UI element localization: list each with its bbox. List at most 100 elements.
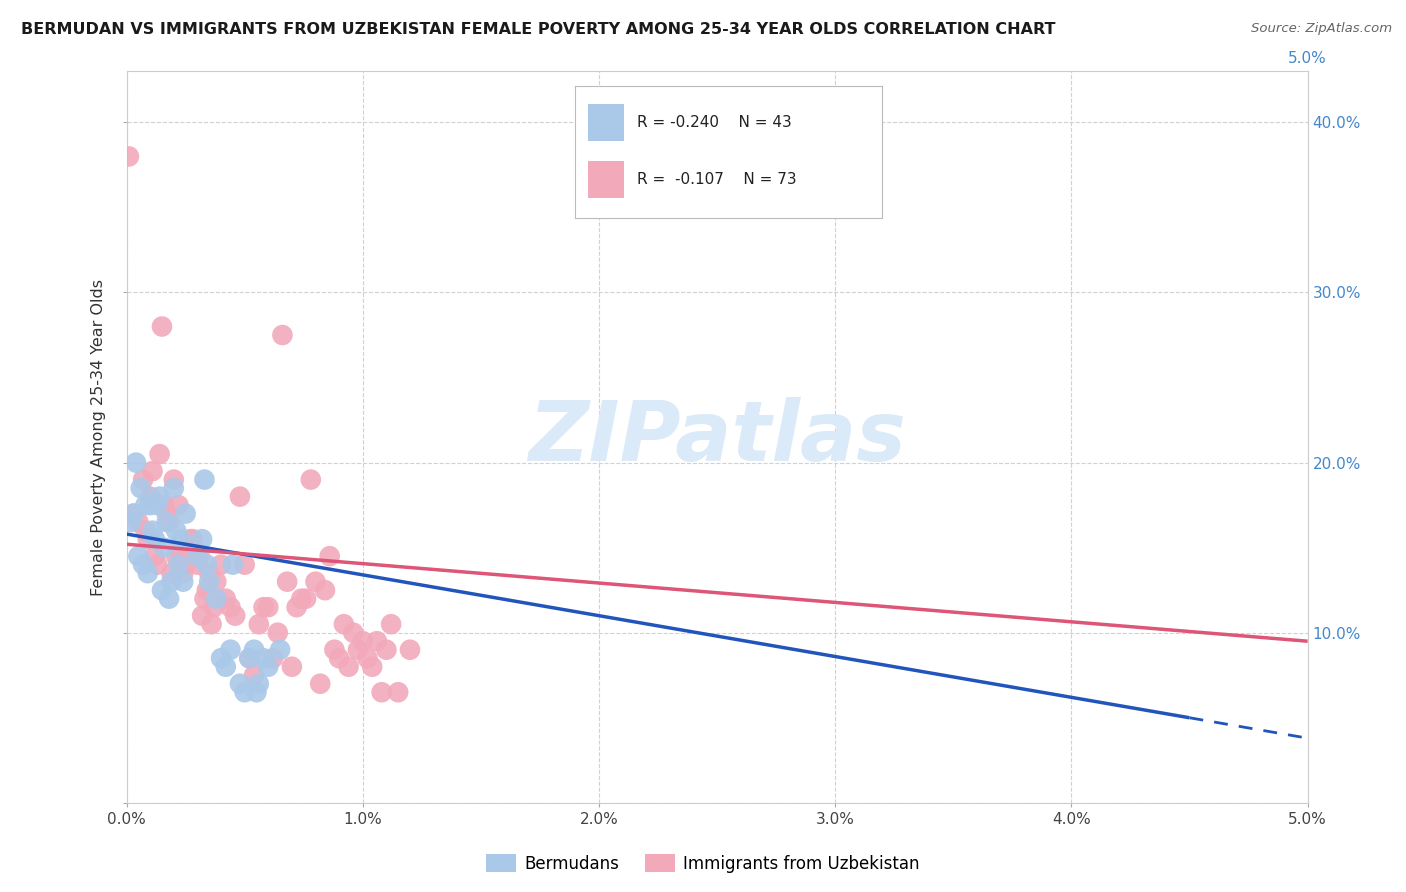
Point (257, 600, 280, 615)
Point (215, 591, 238, 606)
Point (247, 617, 270, 632)
Point (238, 651, 260, 665)
Point (139, 490, 162, 504)
Point (156, 515, 179, 529)
Point (174, 558, 197, 572)
Point (134, 498, 156, 512)
Point (125, 456, 148, 470)
Point (174, 507, 197, 521)
Point (276, 574, 298, 589)
Point (347, 642, 370, 657)
Point (269, 642, 291, 657)
Point (149, 447, 172, 461)
Point (380, 617, 402, 632)
Point (188, 549, 211, 563)
Point (205, 591, 228, 606)
Point (352, 634, 374, 648)
Point (222, 558, 245, 572)
Point (252, 600, 274, 615)
Point (118, 149, 141, 163)
Point (245, 685, 267, 699)
Point (195, 583, 218, 598)
Point (193, 591, 215, 606)
Point (122, 507, 145, 521)
Point (337, 659, 360, 673)
Point (170, 549, 193, 563)
Point (181, 532, 204, 546)
Point (198, 566, 221, 581)
Point (229, 677, 252, 691)
Point (200, 617, 222, 632)
Point (186, 549, 208, 563)
Point (267, 625, 290, 640)
Point (252, 651, 274, 665)
Point (299, 473, 322, 487)
Point (150, 583, 173, 598)
Point (238, 651, 260, 665)
Point (361, 659, 384, 673)
Point (127, 549, 149, 563)
Point (356, 651, 378, 665)
Y-axis label: Female Poverty Among 25-34 Year Olds: Female Poverty Among 25-34 Year Olds (91, 278, 107, 596)
Point (157, 591, 180, 606)
Point (129, 481, 152, 495)
Point (146, 558, 169, 572)
Point (149, 490, 172, 504)
Point (136, 532, 159, 546)
Point (281, 659, 304, 673)
Point (387, 685, 409, 699)
Point (370, 685, 392, 699)
Point (141, 524, 163, 538)
Point (193, 473, 215, 487)
Point (191, 608, 214, 623)
Point (399, 642, 422, 657)
Point (141, 464, 163, 478)
Text: BERMUDAN VS IMMIGRANTS FROM UZBEKISTAN FEMALE POVERTY AMONG 25-34 YEAR OLDS CORR: BERMUDAN VS IMMIGRANTS FROM UZBEKISTAN F… (21, 22, 1056, 37)
Point (198, 574, 221, 589)
Point (153, 498, 176, 512)
Point (132, 473, 155, 487)
Point (165, 524, 187, 538)
Point (328, 651, 350, 665)
Point (134, 524, 156, 538)
Point (172, 566, 194, 581)
Point (153, 541, 176, 555)
Point (167, 558, 190, 572)
Point (163, 473, 186, 487)
Point (177, 549, 200, 563)
Point (127, 515, 149, 529)
Point (262, 651, 284, 665)
Point (224, 608, 246, 623)
Point (295, 591, 318, 606)
Point (186, 558, 208, 572)
Point (139, 498, 162, 512)
Point (143, 532, 166, 546)
Point (150, 319, 173, 334)
Point (195, 558, 218, 572)
Point (205, 574, 228, 589)
Point (143, 549, 166, 563)
Point (318, 549, 340, 563)
Point (323, 642, 346, 657)
Point (165, 549, 187, 563)
Point (342, 625, 364, 640)
Point (333, 617, 356, 632)
Point (122, 507, 145, 521)
Point (243, 668, 266, 682)
Point (157, 515, 180, 529)
Point (209, 651, 232, 665)
Point (290, 591, 312, 606)
Point (202, 600, 225, 615)
Point (215, 659, 238, 673)
Point (257, 659, 280, 673)
Point (172, 574, 194, 589)
Point (120, 515, 142, 529)
Point (229, 490, 252, 504)
Text: Source: ZipAtlas.com: Source: ZipAtlas.com (1251, 22, 1392, 36)
Point (285, 600, 308, 615)
Point (209, 558, 232, 572)
Point (167, 498, 190, 512)
Point (233, 558, 256, 572)
Text: ZIPatlas: ZIPatlas (529, 397, 905, 477)
Point (304, 574, 326, 589)
